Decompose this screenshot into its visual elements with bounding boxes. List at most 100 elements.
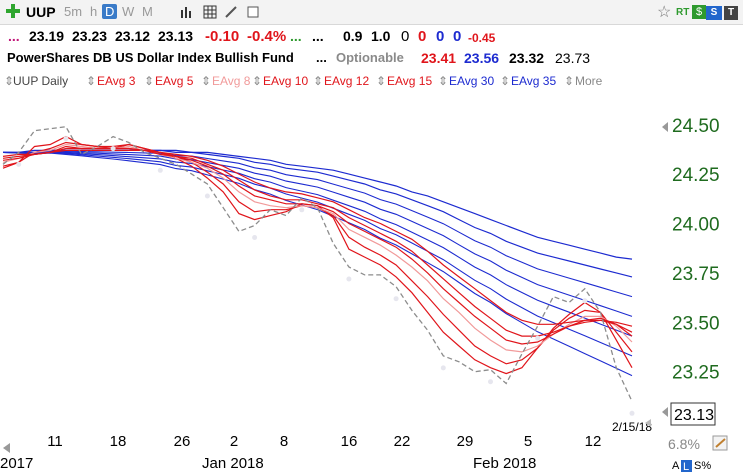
ema-15-line [2,149,633,327]
price-p3: 23.32 [509,50,545,66]
legend-arrow-icon: ⇕ [201,74,212,88]
x-tick-label: 11 [47,433,63,450]
y-tick-label: 23.75 [672,264,720,285]
low-dot [299,207,305,213]
period-h[interactable]: h [90,4,98,19]
date-label: 2/15/18 [612,420,652,434]
legend-arrow-icon: ⇕ [86,74,97,88]
y-tick-label: 24.50 [672,116,720,137]
last-price-label: 23.13 [674,407,714,424]
low-dot [63,136,69,142]
zero-3: 0 [436,28,445,45]
name-row: PowerShares DB US Dollar Index Bullish F… [0,48,743,68]
toolbar: UUP 5m h D W M ☆ RT $ S T [0,0,743,25]
low-dot [535,335,541,341]
symbol-label[interactable]: UUP [26,4,56,20]
x-tick-label: 5 [524,433,532,450]
scroll-arrow-icon[interactable] [645,419,651,427]
x-tick-label: 12 [585,433,602,450]
low-dot [346,276,352,282]
legend-eavg-10[interactable]: EAvg 10 [263,74,309,88]
scroll-left-icon[interactable] [3,443,10,453]
note-icon[interactable] [246,5,260,19]
ema-10-line [2,145,633,345]
price-line [2,126,633,402]
y-tick-label: 24.00 [672,215,720,236]
legend-eavg-3[interactable]: EAvg 3 [97,74,136,88]
low-dot [629,410,635,416]
change-percent: -0.4% [247,28,287,45]
add-symbol-icon[interactable] [5,3,21,19]
x-tick-label: 26 [174,433,191,450]
quote-dots-2: ... [290,28,302,44]
low-dot [157,167,163,173]
x-tick-label: 29 [457,433,474,450]
x-tick-label: 8 [280,433,288,450]
ema-band-line-1 [2,150,633,298]
grid-icon[interactable] [203,5,217,19]
open-value: 23.19 [29,28,65,44]
sharing-icon[interactable]: S [706,3,722,20]
last-price-box [670,402,716,426]
y-tick-label: 24.25 [672,165,720,186]
low-dot [582,298,588,304]
x-tick-label: 22 [394,433,411,450]
value-10: 1.0 [371,28,391,44]
text-icon[interactable]: T [724,3,738,20]
legend-eavg-35[interactable]: EAvg 35 [511,74,557,88]
ema-35-line [3,149,633,260]
value-09: 0.9 [343,28,363,44]
price-p2: 23.56 [464,50,500,66]
dollar-icon[interactable]: $ [692,3,706,19]
quote-dots: ... [8,28,20,44]
bar-chart-icon[interactable] [180,5,194,19]
legend-arrow-icon: ⇕ [564,74,575,88]
legend-eavg-15[interactable]: EAvg 15 [387,74,433,88]
high-value: 23.23 [72,28,108,44]
low-dot [488,379,493,385]
rt-icon[interactable]: RT [676,7,690,18]
pencil-icon[interactable] [224,5,238,19]
legend-arrow-icon: ⇕ [376,74,387,88]
price-p4: 23.73 [555,50,591,66]
low-dot [252,235,258,240]
legend-uup-daily[interactable]: UUP Daily [13,74,69,88]
x-major-label: 2017 [0,455,33,472]
pencil-tool-icon[interactable] [712,435,728,451]
s-percent-icon[interactable]: S% [694,460,711,472]
low-value: 23.12 [115,28,151,44]
ema-band-line-5 [2,151,633,377]
x-major-label: Feb 2018 [473,455,536,472]
y-tick-label: 23.25 [672,363,720,384]
ema-band-line-3 [2,151,633,337]
low-dot [110,146,116,152]
y-tick-label: 23.50 [672,313,720,334]
legend-eavg-8[interactable]: EAvg 8 [212,74,251,88]
low-dot [440,365,446,371]
x-tick-label: 2 [230,433,238,450]
legend-eavg-12[interactable]: EAvg 12 [324,74,370,88]
star-icon[interactable]: ☆ [657,4,672,21]
a-icon[interactable]: A [672,460,680,472]
optionable-label: Optionable [336,50,404,65]
close-value: 23.13 [158,28,194,44]
quote-dots-3: ... [312,28,324,44]
period-w[interactable]: W [122,4,135,19]
legend-eavg-30[interactable]: EAvg 30 [449,74,495,88]
ema-8-line [2,143,633,353]
axis-arrow-icon [662,407,668,417]
legend-arrow-icon: ⇕ [438,74,449,88]
period-d[interactable]: D [102,4,118,19]
period-m[interactable]: M [142,4,153,19]
quote-row: ... 23.19 23.23 23.12 23.13 -0.10 -0.4% … [0,26,743,46]
legend-eavg-5[interactable]: EAvg 5 [155,74,194,88]
legend-arrow-icon: ⇕ [500,74,511,88]
low-dot [16,161,22,167]
l-icon[interactable]: L [683,461,689,473]
legend-more[interactable]: More [575,74,603,88]
l-icon-bg[interactable] [681,460,692,472]
axis-arrow-icon [662,122,668,132]
period-5m[interactable]: 5m [64,4,83,19]
ema-30-line [3,149,633,278]
